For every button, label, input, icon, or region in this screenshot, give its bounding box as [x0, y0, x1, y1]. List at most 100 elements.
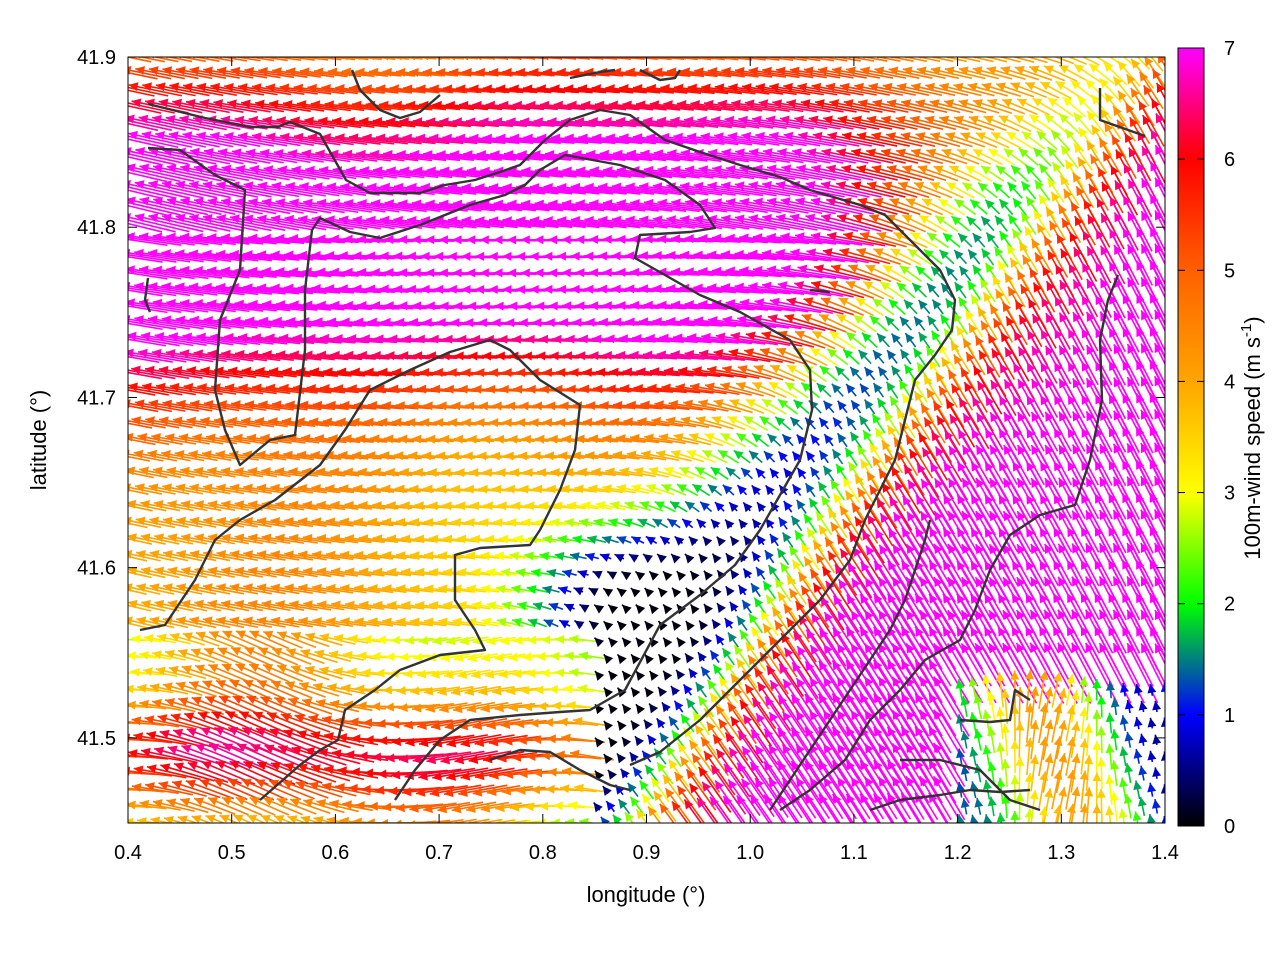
- wind-arrow-head: [602, 234, 612, 244]
- wind-arrow: [307, 83, 358, 95]
- wind-arrow-head: [1039, 163, 1049, 174]
- wind-arrow-head: [432, 100, 442, 110]
- wind-arrow: [495, 84, 552, 94]
- wind-arrow-shaft: [392, 57, 423, 60]
- wind-arrow-head: [611, 251, 621, 261]
- wind-arrow-shaft: [984, 57, 1008, 63]
- wind-arrow-head: [491, 318, 501, 328]
- wind-arrow-shaft: [418, 57, 451, 60]
- wind-arrow-head: [556, 251, 567, 261]
- wind-arrow-shaft: [741, 85, 797, 96]
- wind-arrow: [185, 98, 244, 113]
- wind-arrow-shaft: [646, 86, 701, 94]
- wind-arrow-head: [625, 67, 635, 77]
- wind-arrow: [299, 67, 348, 78]
- wind-arrow-head: [368, 67, 379, 77]
- wind-arrow: [282, 99, 338, 112]
- wind-arrow-shaft: [199, 101, 258, 113]
- wind-arrow-shaft: [744, 101, 804, 113]
- wind-arrow: [1038, 163, 1056, 184]
- wind-arrow-head: [450, 318, 460, 328]
- wind-arrow-head: [409, 67, 419, 77]
- wind-arrow-head: [625, 284, 635, 294]
- wind-arrow-head: [930, 66, 941, 76]
- wind-arrow: [355, 57, 396, 61]
- wind-arrow-head: [817, 66, 828, 76]
- wind-arrow: [622, 100, 681, 111]
- wind-arrow-head: [237, 83, 248, 93]
- wind-arrow-shaft: [469, 87, 524, 94]
- wind-arrow-head: [994, 246, 1004, 257]
- wind-arrow: [1103, 61, 1128, 86]
- wind-arrow-shaft: [676, 102, 735, 112]
- wind-arrow-shaft: [846, 57, 875, 62]
- wind-arrow-shaft: [151, 57, 179, 63]
- wind-arrow-shaft: [405, 103, 461, 111]
- wind-arrow-head: [100, 332, 110, 341]
- wind-arrow-head: [395, 67, 406, 77]
- wind-arrow-head: [570, 251, 580, 261]
- wind-arrow-head: [954, 199, 965, 209]
- wind-arrow-head: [680, 67, 690, 77]
- wind-arrow-head: [411, 301, 422, 311]
- wind-arrow-shaft: [128, 102, 175, 114]
- wind-arrow-head: [112, 298, 122, 307]
- wind-arrow-head: [526, 100, 536, 110]
- wind-arrow-head: [436, 318, 446, 328]
- wind-arrow: [1014, 65, 1053, 81]
- wind-arrow-shaft: [577, 87, 634, 94]
- wind-arrow-head: [1013, 198, 1023, 209]
- wind-arrow-shaft: [714, 85, 770, 95]
- wind-arrow-head: [1025, 82, 1036, 91]
- wind-arrow-head: [1117, 60, 1127, 71]
- wind-arrow-head: [529, 284, 539, 294]
- wind-arrow-head: [935, 215, 946, 225]
- wind-arrow-head: [513, 384, 523, 394]
- wind-arrow-head: [445, 100, 456, 110]
- wind-arrow-shaft: [128, 71, 158, 80]
- wind-arrow-head: [667, 57, 673, 60]
- wind-arrow-shaft: [144, 100, 203, 114]
- wind-arrow-head: [282, 99, 293, 109]
- wind-arrow-shaft: [783, 85, 838, 96]
- wind-arrow-head: [395, 57, 402, 61]
- wind-arrow-head: [887, 350, 897, 361]
- wind-arrow-head: [911, 82, 921, 92]
- wind-arrow-head: [585, 317, 595, 327]
- wind-arrow-shaft: [701, 86, 756, 95]
- wind-arrow-head: [488, 251, 498, 261]
- wind-arrow-shaft: [232, 57, 261, 62]
- wind-arrow-head: [611, 284, 621, 294]
- wind-arrow: [945, 266, 958, 281]
- wind-arrow: [860, 66, 907, 79]
- wind-arrow-head: [118, 98, 128, 107]
- wind-arrow-shaft: [887, 57, 914, 62]
- wind-arrow-head: [466, 235, 476, 245]
- wind-arrow: [680, 67, 732, 78]
- wind-arrow-shaft: [1011, 57, 1035, 63]
- wind-arrow-head: [135, 66, 146, 75]
- wind-arrow-shaft: [605, 86, 661, 94]
- wind-arrow: [972, 66, 1013, 80]
- wind-arrow-head: [486, 384, 496, 394]
- wind-arrow-head: [511, 334, 522, 344]
- wind-arrow: [1070, 79, 1097, 101]
- wind-arrow: [803, 66, 854, 79]
- wind-arrow-head: [499, 100, 509, 110]
- wind-arrow-shaft: [665, 57, 698, 61]
- wind-arrow-head: [810, 348, 821, 357]
- wind-arrow-head: [579, 384, 590, 394]
- wind-arrow-head: [1157, 57, 1165, 64]
- wind-arrow-head: [409, 57, 416, 61]
- wind-arrow-head: [429, 84, 439, 94]
- wind-arrow-head: [839, 82, 850, 92]
- wind-arrow: [258, 66, 308, 78]
- wind-arrow-head: [286, 67, 296, 77]
- wind-arrow-shaft: [651, 57, 685, 61]
- wind-arrow: [1138, 71, 1164, 110]
- wind-arrow: [128, 57, 152, 63]
- wind-arrow-head: [878, 366, 888, 377]
- wind-arrow: [783, 82, 838, 96]
- wind-arrow-shaft: [191, 57, 220, 62]
- wind-arrow-head: [158, 98, 169, 108]
